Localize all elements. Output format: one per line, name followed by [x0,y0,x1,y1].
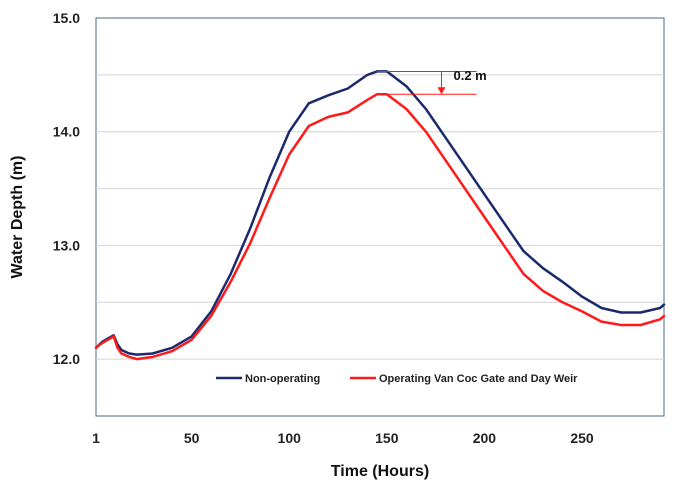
annotation-label: 0.2 m [453,68,486,83]
legend-label-operating: Operating Van Coc Gate and Day Weir [379,373,578,385]
difference-annotation: 0.2 m [377,68,487,95]
y-axis-title: Water Depth (m) [9,156,26,279]
legend-label-non-operating: Non-operating [245,373,320,385]
x-tick-label: 150 [375,430,399,446]
x-tick-label: 100 [278,430,302,446]
series-line-operating [94,92,666,361]
series-lines [94,70,666,361]
x-axis-ticks: 1 50 100 150 200 250 [92,430,594,446]
y-tick-label: 15.0 [53,10,80,26]
legend: Non-operating Operating Van Coc Gate and… [216,373,578,385]
x-tick-label: 250 [570,430,594,446]
gridlines [96,74,664,360]
y-tick-label: 12.0 [53,351,80,367]
y-tick-label: 14.0 [53,124,80,140]
x-tick-label: 1 [92,430,100,446]
y-tick-label: 13.0 [53,237,80,253]
x-tick-label: 50 [184,430,200,446]
x-tick-label: 200 [473,430,497,446]
plot-area [95,17,665,417]
y-axis-ticks: 12.0 13.0 14.0 15.0 [53,10,80,367]
annotation-arrowhead [437,87,446,95]
series-line-non-operating [94,70,666,356]
x-axis-title: Time (Hours) [331,463,429,480]
